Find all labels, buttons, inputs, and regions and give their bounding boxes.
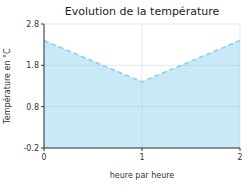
line	[44, 41, 240, 82]
grid-line	[44, 24, 45, 148]
x-label: heure par heure	[110, 171, 175, 180]
y-tick	[41, 106, 44, 107]
y-tick-label: 1.8	[26, 61, 39, 70]
title: Evolution de la température	[65, 5, 220, 18]
y-tick	[41, 65, 44, 66]
plot-area	[44, 41, 240, 148]
y-tick	[41, 24, 44, 25]
y-tick-label: 2.8	[26, 20, 39, 29]
y-tick-label: -0.2	[23, 144, 39, 153]
x-tick-label: 0	[41, 153, 46, 162]
x-tick	[142, 148, 143, 151]
chart: -0.2 0.8 1.8 2.8 0 1 2 Evolution de la températ…	[0, 0, 250, 188]
area	[44, 41, 240, 148]
y-axis	[44, 24, 45, 148]
x-tick-label: 2	[237, 153, 242, 162]
x-tick	[240, 148, 241, 151]
x-tick	[44, 148, 45, 151]
x-tick-label: 1	[139, 153, 144, 162]
y-label: Température en °C	[2, 48, 12, 125]
y-tick-label: 0.8	[26, 103, 39, 112]
